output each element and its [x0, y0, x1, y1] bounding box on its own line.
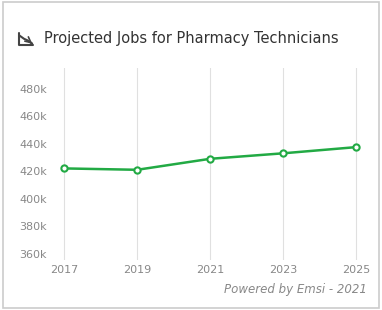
Text: Powered by Emsi - 2021: Powered by Emsi - 2021 [224, 283, 367, 296]
Text: Projected Jobs for Pharmacy Technicians: Projected Jobs for Pharmacy Technicians [44, 31, 338, 46]
